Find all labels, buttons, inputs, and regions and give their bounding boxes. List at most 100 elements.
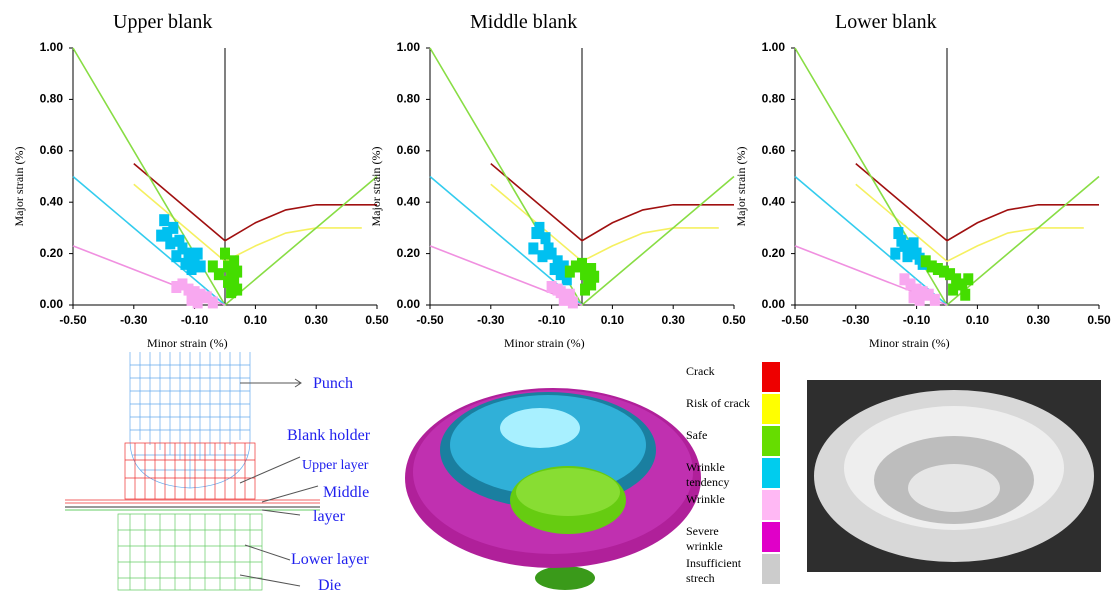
strain-point bbox=[565, 289, 575, 301]
y-tick-label: 1.00 bbox=[40, 40, 64, 54]
strain-point bbox=[232, 266, 242, 278]
y-tick-label: 0.00 bbox=[397, 297, 421, 311]
y-tick-label: 0.40 bbox=[40, 194, 64, 208]
curve bbox=[856, 164, 1099, 241]
y-tick-label: 0.00 bbox=[40, 297, 64, 311]
x-tick-label: -0.10 bbox=[181, 313, 209, 327]
strain-point bbox=[577, 258, 587, 270]
x-tick-label: -0.30 bbox=[842, 313, 870, 327]
strain-point bbox=[537, 250, 547, 262]
y-axis-label: Major strain (%) bbox=[369, 147, 383, 227]
legend-swatch bbox=[762, 394, 780, 424]
strain-point bbox=[193, 248, 203, 260]
y-tick-label: 0.00 bbox=[762, 297, 786, 311]
strain-point bbox=[193, 296, 203, 308]
strain-point bbox=[229, 255, 239, 267]
y-tick-label: 0.60 bbox=[397, 143, 421, 157]
y-axis-label: Major strain (%) bbox=[734, 147, 748, 227]
strain-point bbox=[948, 284, 958, 296]
legend-swatch bbox=[762, 554, 780, 584]
chart-title: Upper blank bbox=[113, 11, 212, 33]
legend-label: Wrinkle tendency bbox=[686, 460, 758, 490]
legend-swatch bbox=[762, 490, 780, 520]
curve bbox=[491, 184, 719, 261]
curve bbox=[73, 177, 225, 306]
canvas: Punch Blank holder Upper layer Middle la… bbox=[0, 0, 1111, 591]
strain-point bbox=[171, 281, 181, 293]
curve bbox=[795, 177, 947, 306]
strain-point bbox=[909, 237, 919, 249]
x-tick-label: -0.10 bbox=[903, 313, 931, 327]
y-tick-label: 0.80 bbox=[397, 92, 421, 106]
strain-point bbox=[156, 230, 166, 242]
y-tick-label: 0.80 bbox=[40, 92, 64, 106]
legend-label: Safe bbox=[686, 428, 758, 443]
x-axis-label: Minor strain (%) bbox=[147, 336, 228, 350]
x-tick-label: 0.30 bbox=[1027, 313, 1051, 327]
y-tick-label: 0.20 bbox=[397, 246, 421, 260]
strain-point bbox=[902, 250, 912, 262]
diagram-label: Upper layer bbox=[302, 458, 369, 473]
legend-swatch bbox=[762, 458, 780, 488]
y-tick-label: 0.60 bbox=[40, 143, 64, 157]
y-tick-label: 1.00 bbox=[762, 40, 786, 54]
strain-point bbox=[159, 214, 169, 226]
legend-label: Crack bbox=[686, 364, 758, 379]
tool-diagram bbox=[65, 352, 320, 590]
legend-swatch bbox=[762, 522, 780, 552]
strain-point bbox=[534, 222, 544, 234]
y-tick-label: 0.40 bbox=[762, 194, 786, 208]
figure: Punch Blank holder Upper layer Middle la… bbox=[0, 0, 1111, 591]
legend-label: Severe wrinkle bbox=[686, 524, 758, 554]
strain-point bbox=[168, 222, 178, 234]
strain-point bbox=[960, 289, 970, 301]
strain-point bbox=[220, 248, 230, 260]
diagram-label: Blank holder bbox=[287, 427, 371, 444]
x-axis-label: Minor strain (%) bbox=[504, 336, 585, 350]
diagram-label: Lower layer bbox=[291, 551, 369, 568]
strain-point bbox=[890, 248, 900, 260]
x-tick-label: 0.10 bbox=[966, 313, 990, 327]
x-tick-label: 0.50 bbox=[365, 313, 389, 327]
strain-point bbox=[171, 250, 181, 262]
x-tick-label: 0.10 bbox=[601, 313, 625, 327]
strain-point bbox=[586, 263, 596, 275]
y-axis-label: Major strain (%) bbox=[12, 147, 26, 227]
x-tick-label: 0.50 bbox=[1087, 313, 1111, 327]
y-tick-label: 0.80 bbox=[762, 92, 786, 106]
strain-point bbox=[963, 273, 973, 285]
y-tick-label: 0.20 bbox=[40, 246, 64, 260]
curve bbox=[491, 164, 734, 241]
y-tick-label: 0.20 bbox=[762, 246, 786, 260]
x-axis-label: Minor strain (%) bbox=[869, 336, 950, 350]
x-tick-label: 0.30 bbox=[662, 313, 686, 327]
curve bbox=[856, 184, 1084, 261]
diagram-label: layer bbox=[313, 508, 346, 525]
strain-point bbox=[915, 294, 925, 306]
chart-title: Lower blank bbox=[835, 11, 937, 33]
x-tick-label: -0.30 bbox=[120, 313, 148, 327]
cup-simulation bbox=[405, 388, 701, 590]
legend-swatch bbox=[762, 426, 780, 456]
x-tick-label: 0.10 bbox=[244, 313, 268, 327]
x-tick-label: -0.30 bbox=[477, 313, 505, 327]
strain-point bbox=[208, 260, 218, 272]
strain-point bbox=[223, 276, 233, 288]
legend-label: Insufficient strech bbox=[686, 556, 758, 586]
x-tick-label: -0.10 bbox=[538, 313, 566, 327]
x-tick-label: 0.50 bbox=[722, 313, 746, 327]
strain-point bbox=[930, 294, 940, 306]
x-tick-label: -0.50 bbox=[781, 313, 809, 327]
x-tick-label: 0.30 bbox=[305, 313, 329, 327]
legend-label: Risk of crack bbox=[686, 396, 758, 411]
legend-swatch bbox=[762, 362, 780, 392]
strain-point bbox=[196, 260, 206, 272]
strain-point bbox=[541, 232, 551, 244]
x-tick-label: -0.50 bbox=[416, 313, 444, 327]
strain-point bbox=[208, 296, 218, 308]
diagram-label: Die bbox=[318, 577, 341, 591]
y-tick-label: 0.40 bbox=[397, 194, 421, 208]
chart-title: Middle blank bbox=[470, 11, 577, 33]
y-tick-label: 1.00 bbox=[397, 40, 421, 54]
y-tick-label: 0.60 bbox=[762, 143, 786, 157]
